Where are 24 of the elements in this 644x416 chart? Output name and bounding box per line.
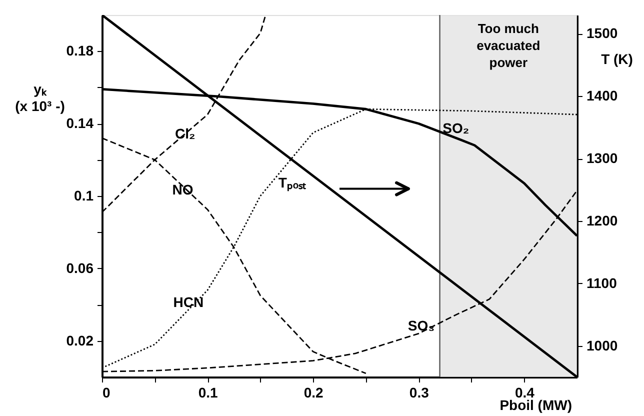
y-tick-label: 0.1 (74, 188, 94, 204)
x-tick-label: 0.2 (304, 384, 324, 400)
y2-tick-label: 1200 (586, 212, 618, 228)
y-tick-label: 0.14 (66, 115, 94, 132)
y-axis-title: yₖ (x 10³ -) (15, 81, 65, 114)
x-tick-label: 0.3 (409, 384, 430, 400)
x-tick-label: 0 (102, 384, 110, 400)
y-tick-label: 0.06 (66, 260, 94, 276)
y-tick-label: 0.02 (66, 332, 94, 348)
y2-tick-label: 1400 (586, 88, 618, 104)
y-tick-label: 0.18 (66, 42, 94, 59)
band-label: Too much evacuated power (476, 21, 540, 70)
series-label: HCN (173, 294, 204, 310)
x-tick-label: 0.1 (198, 384, 218, 400)
series-label: Tₚₒₛₜ (278, 174, 307, 192)
y2-tick-label: 1000 (586, 337, 618, 354)
y2-axis-title: T (K) (601, 51, 633, 67)
series-label: NO (172, 182, 194, 198)
series-label: SO₂ (442, 120, 470, 136)
series-label: SO₃ (408, 317, 435, 334)
y2-tick-label: 1300 (586, 150, 618, 166)
y2-tick-label: 1100 (586, 274, 618, 291)
series-label: Cl₂ (175, 125, 196, 142)
y2-tick-label: 1500 (586, 25, 618, 42)
